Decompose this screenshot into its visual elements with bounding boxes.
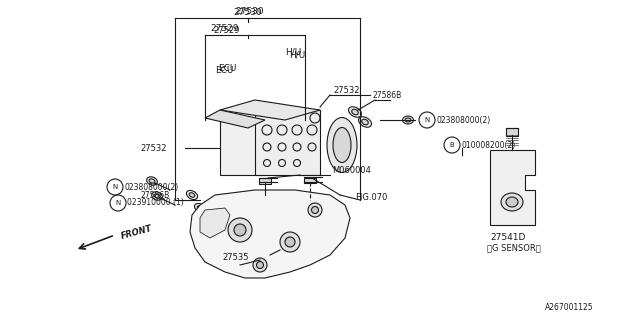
Text: 023808000(2): 023808000(2) xyxy=(436,116,490,124)
Text: 010008200(2): 010008200(2) xyxy=(461,140,515,149)
Circle shape xyxy=(308,203,322,217)
Text: FIG.070: FIG.070 xyxy=(355,193,387,202)
Circle shape xyxy=(257,261,264,268)
Text: 27529: 27529 xyxy=(213,26,239,35)
Text: 27535: 27535 xyxy=(222,253,248,262)
Text: 27532: 27532 xyxy=(333,85,360,94)
Text: N: N xyxy=(424,117,429,123)
Text: 27541D: 27541D xyxy=(490,234,525,243)
Bar xyxy=(506,128,518,136)
Circle shape xyxy=(280,232,300,252)
Text: 023808000(2): 023808000(2) xyxy=(124,182,179,191)
Polygon shape xyxy=(205,110,265,128)
Text: 27530: 27530 xyxy=(236,6,264,15)
Bar xyxy=(304,178,316,183)
Text: FRONT: FRONT xyxy=(120,223,154,241)
Ellipse shape xyxy=(149,179,155,183)
Ellipse shape xyxy=(501,193,523,211)
Ellipse shape xyxy=(195,204,205,212)
Ellipse shape xyxy=(352,109,358,115)
Polygon shape xyxy=(220,120,265,175)
Ellipse shape xyxy=(147,177,157,185)
Ellipse shape xyxy=(403,116,413,124)
Circle shape xyxy=(228,218,252,242)
Ellipse shape xyxy=(506,197,518,207)
Ellipse shape xyxy=(333,127,351,163)
Circle shape xyxy=(312,206,319,213)
Text: B: B xyxy=(450,142,454,148)
Polygon shape xyxy=(200,208,230,238)
Text: A267001125: A267001125 xyxy=(545,303,594,313)
Circle shape xyxy=(234,224,246,236)
Ellipse shape xyxy=(152,192,163,200)
Text: 27586B: 27586B xyxy=(372,91,401,100)
Ellipse shape xyxy=(186,190,198,200)
Polygon shape xyxy=(220,100,320,120)
Polygon shape xyxy=(190,190,350,278)
Ellipse shape xyxy=(349,107,362,117)
Ellipse shape xyxy=(405,118,411,122)
Text: ECU: ECU xyxy=(218,63,236,73)
Text: M060004: M060004 xyxy=(332,165,371,174)
Text: 27586B: 27586B xyxy=(140,191,169,201)
Text: H/U: H/U xyxy=(285,47,301,57)
Ellipse shape xyxy=(204,213,216,223)
Ellipse shape xyxy=(154,194,160,198)
Circle shape xyxy=(253,258,267,272)
Ellipse shape xyxy=(197,206,203,210)
Polygon shape xyxy=(490,150,535,225)
Ellipse shape xyxy=(362,119,368,125)
Ellipse shape xyxy=(207,216,212,220)
Text: ECU: ECU xyxy=(215,66,234,75)
Text: 023910000 (1): 023910000 (1) xyxy=(127,198,184,207)
Circle shape xyxy=(285,237,295,247)
Ellipse shape xyxy=(189,193,195,197)
Ellipse shape xyxy=(358,117,371,127)
Text: 27530: 27530 xyxy=(234,7,262,17)
Ellipse shape xyxy=(327,117,357,172)
Polygon shape xyxy=(255,110,320,175)
Bar xyxy=(259,178,271,184)
Text: H/U: H/U xyxy=(289,51,305,60)
Text: 27529: 27529 xyxy=(210,23,239,33)
Text: 27532: 27532 xyxy=(140,143,166,153)
Text: N: N xyxy=(113,184,118,190)
Text: 〈G SENSOR〉: 〈G SENSOR〉 xyxy=(487,244,541,252)
Text: N: N xyxy=(115,200,120,206)
